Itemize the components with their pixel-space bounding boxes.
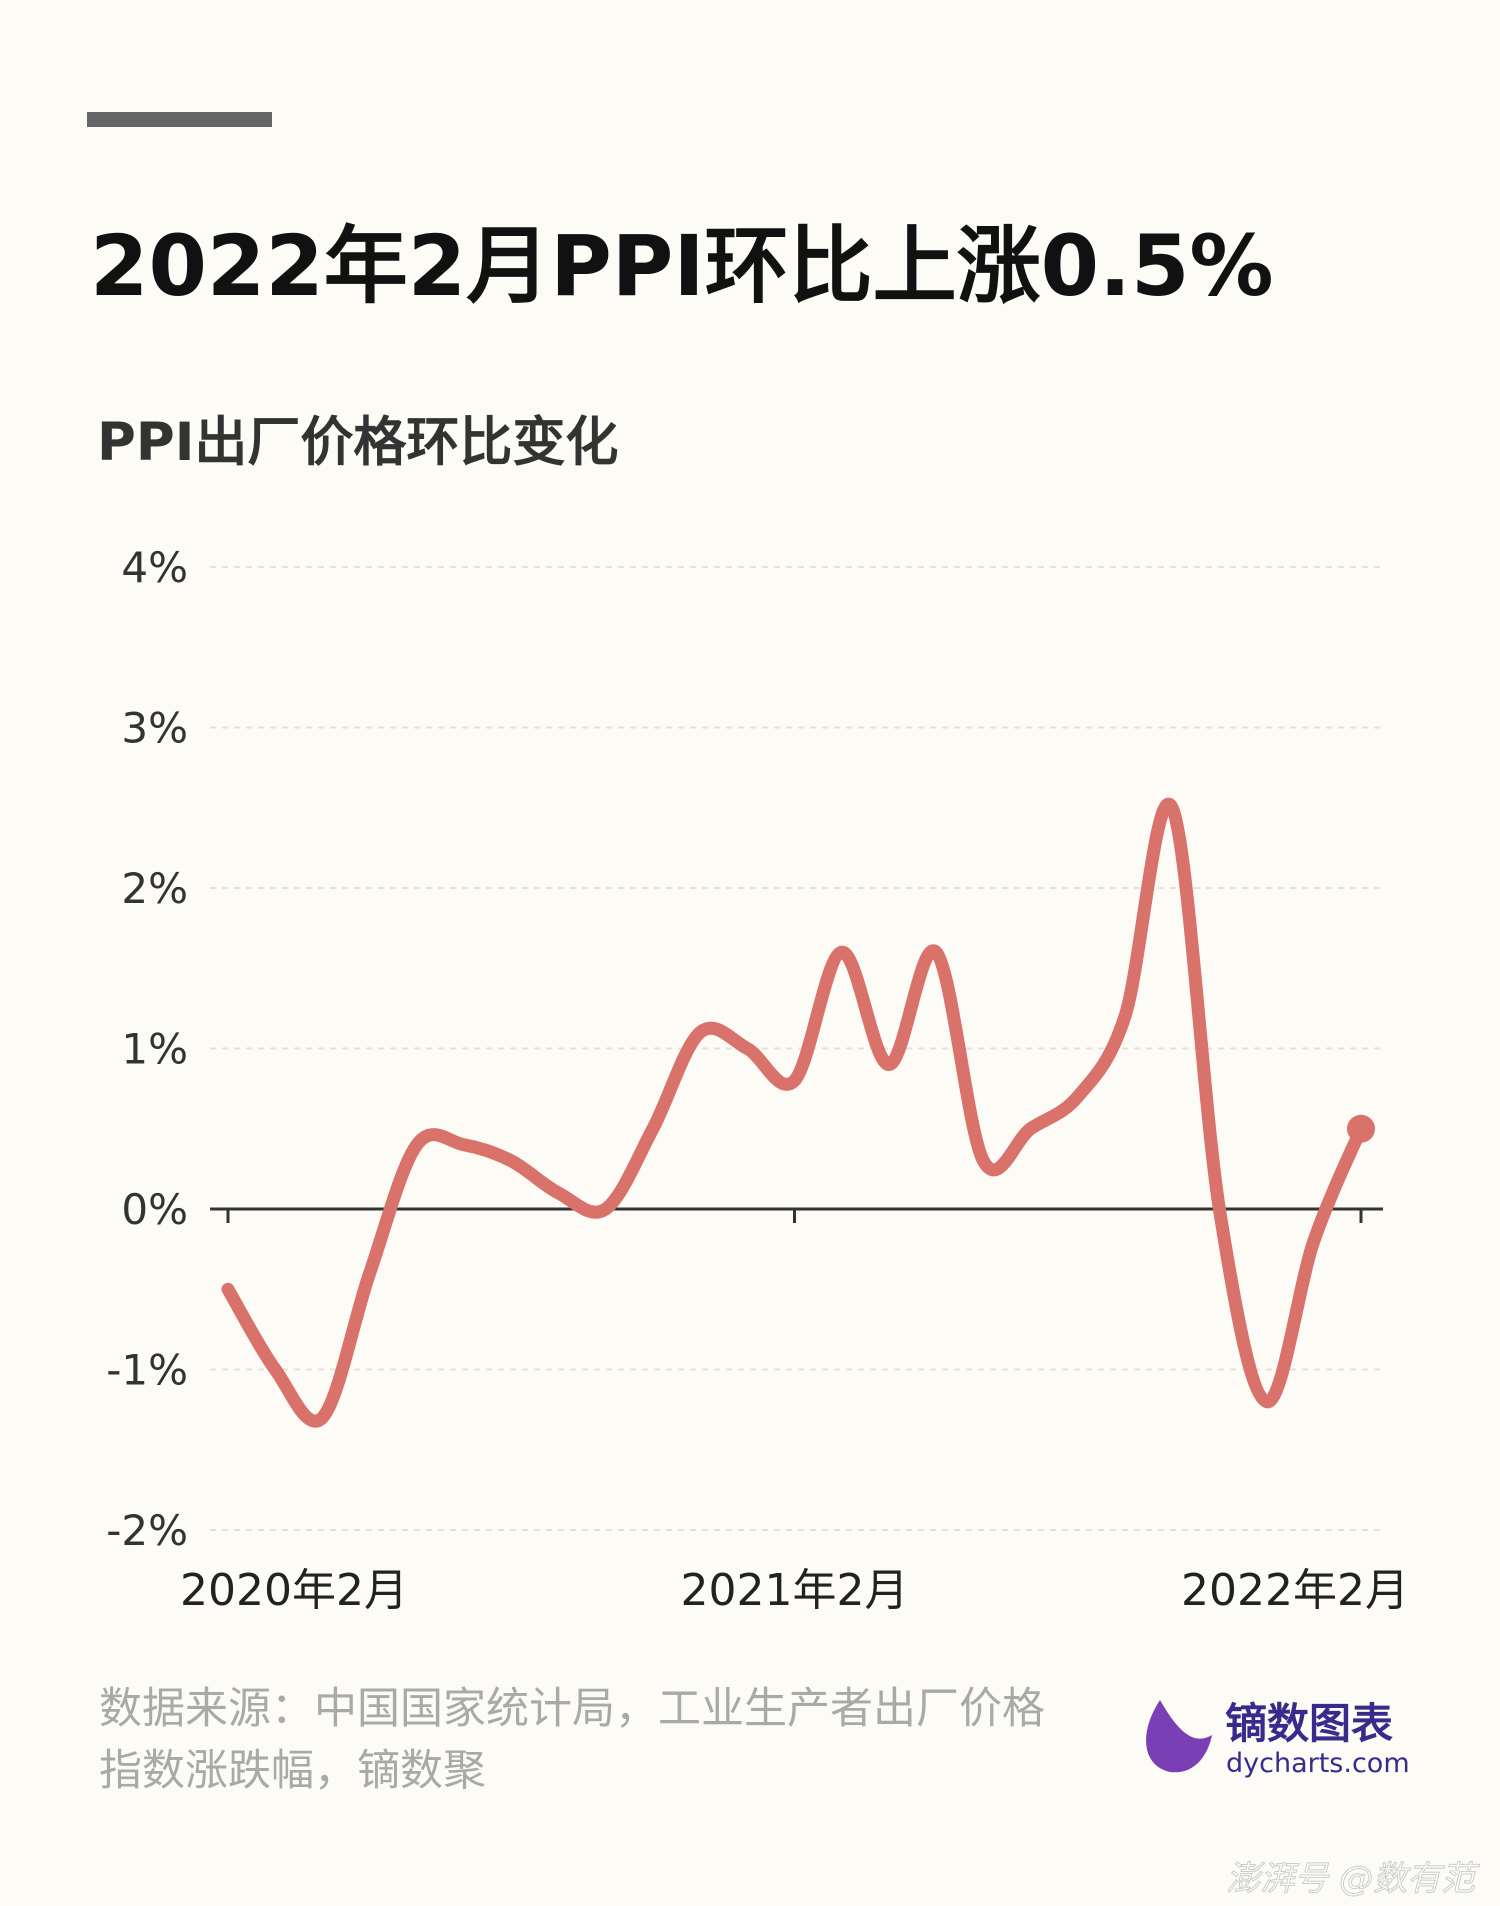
logo-url: dycharts.com [1226,1748,1410,1779]
y-tick-label: -2% [106,1506,188,1555]
series-line [221,797,1368,1428]
x-tick-label: 2022年2月 [1181,1565,1409,1616]
y-tick-label: 4% [121,543,188,592]
y-tick-label: 1% [121,1025,188,1074]
chart-subtitle: PPI出厂价格环比变化 [97,412,618,473]
y-tick-label: 2% [121,864,188,913]
watermark: 澎湃号 @数有范 [1226,1859,1480,1899]
logo-icon [1146,1700,1212,1773]
source-note: 数据来源：中国国家统计局，工业生产者出厂价格指数涨跌幅，镝数聚 [99,1684,1045,1796]
chart-title: 2022年2月PPI环比上涨0.5% [90,217,1274,315]
title-bar [87,112,272,127]
logo: 镝数图表 dycharts.com [1146,1699,1410,1779]
y-tick-label: -1% [106,1346,188,1395]
x-tick-label: 2021年2月 [681,1565,909,1616]
x-tick-label: 2020年2月 [180,1565,408,1616]
y-tick-label: 3% [121,704,188,753]
logo-name: 镝数图表 [1225,1699,1393,1748]
y-tick-label: 0% [121,1185,188,1234]
end-point [1347,1114,1375,1143]
